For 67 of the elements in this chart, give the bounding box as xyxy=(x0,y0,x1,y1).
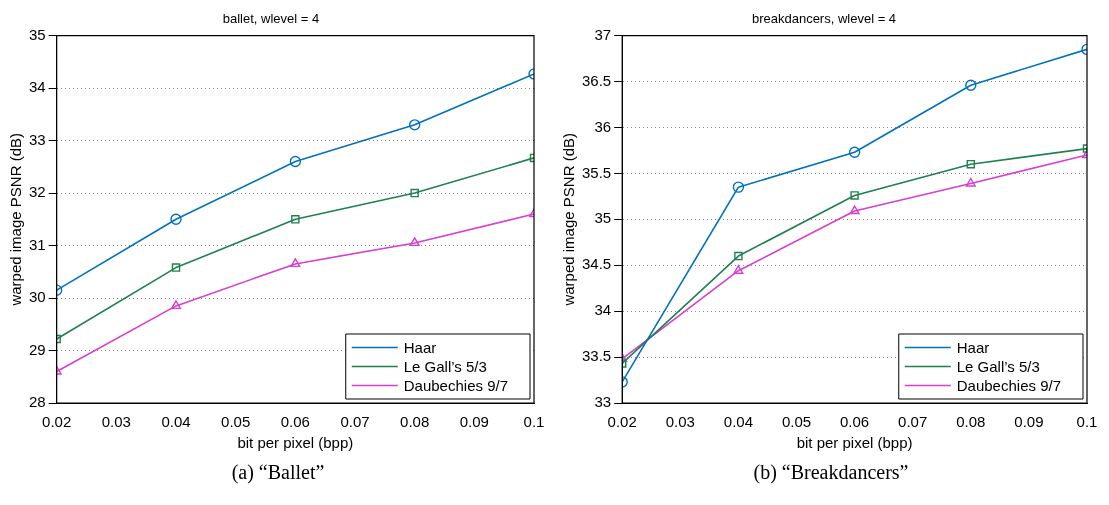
y-tick-label: 35 xyxy=(29,25,46,43)
point xyxy=(410,188,419,198)
x-axis-title: bit per pixel (bpp) xyxy=(796,434,913,452)
x-tick-label: 0.07 xyxy=(340,413,370,431)
y-tick-label: 35.5 xyxy=(581,163,612,181)
y-tick-label: 34 xyxy=(594,301,612,319)
x-tick-label: 0.07 xyxy=(898,413,928,431)
point xyxy=(850,191,859,200)
y-tick-label: 30 xyxy=(29,288,46,306)
point xyxy=(732,181,745,193)
y-tick-label: 34 xyxy=(29,78,46,96)
x-tick-label: 0.06 xyxy=(840,413,870,431)
x-tick-label: 0.08 xyxy=(400,413,430,431)
x-tick-label: 0.09 xyxy=(459,413,489,431)
point xyxy=(965,177,976,187)
point xyxy=(733,265,744,274)
y-tick-label: 28 xyxy=(29,393,46,411)
point xyxy=(171,263,181,272)
legend-label: Daubechies 9/7 xyxy=(403,376,509,394)
x-tick-label: 0.02 xyxy=(42,413,72,431)
legend-label: Haar xyxy=(403,338,437,356)
point xyxy=(290,258,301,268)
text: (b) “Breakdancers” xyxy=(752,461,910,484)
point xyxy=(291,215,300,224)
x-tick-label: 0.1 xyxy=(1076,413,1098,431)
y-tick-label: 35 xyxy=(594,209,612,227)
y-tick-label: 36 xyxy=(594,117,612,135)
y-axis-title: warped image PSNR (dB) xyxy=(560,133,578,307)
text: (a) “Ballet” xyxy=(230,461,326,484)
y-tick-label: 29 xyxy=(29,340,46,358)
y-tick-label: 33 xyxy=(594,393,612,411)
y-tick-label: 33 xyxy=(29,130,46,148)
x-tick-label: 0.03 xyxy=(101,413,131,431)
point xyxy=(848,146,861,158)
x-tick-label: 0.08 xyxy=(956,413,986,431)
x-tick-label: 0.05 xyxy=(781,413,812,431)
y-tick-label: 33.5 xyxy=(581,347,612,365)
point xyxy=(289,155,302,168)
point xyxy=(170,300,182,310)
y-axis-title: warped image PSNR (dB) xyxy=(7,133,25,307)
x-tick-label: 0.05 xyxy=(221,413,251,431)
legend-label: Le Gall’s 5/3 xyxy=(403,357,487,375)
legend-label: Haar xyxy=(956,338,990,356)
point xyxy=(965,79,977,91)
x-tick-label: 0.03 xyxy=(665,413,695,431)
point xyxy=(966,159,976,169)
x-tick-label: 0.06 xyxy=(280,413,310,431)
point xyxy=(409,237,420,247)
legend-label: Le Gall’s 5/3 xyxy=(956,357,1040,375)
x-tick-label: 0.09 xyxy=(1014,413,1044,431)
x-tick-label: 0.04 xyxy=(723,413,753,431)
x-tick-label: 0.02 xyxy=(607,413,637,431)
x-axis-title: bit per pixel (bpp) xyxy=(237,434,354,452)
y-tick-label: 34.5 xyxy=(581,255,612,273)
chart-title: ballet, wlevel = 4 xyxy=(222,11,320,27)
legend-label: Daubechies 9/7 xyxy=(956,376,1062,394)
y-tick-label: 31 xyxy=(29,235,46,253)
x-tick-label: 0.1 xyxy=(523,413,545,431)
point xyxy=(734,251,743,261)
point xyxy=(849,205,860,215)
chart-title: breakdancers, wlevel = 4 xyxy=(751,11,897,27)
point xyxy=(170,213,182,225)
point xyxy=(408,119,421,131)
y-tick-label: 36.5 xyxy=(581,71,612,89)
y-tick-label: 37 xyxy=(594,25,612,43)
y-tick-label: 32 xyxy=(29,183,46,201)
x-tick-label: 0.04 xyxy=(161,413,191,431)
